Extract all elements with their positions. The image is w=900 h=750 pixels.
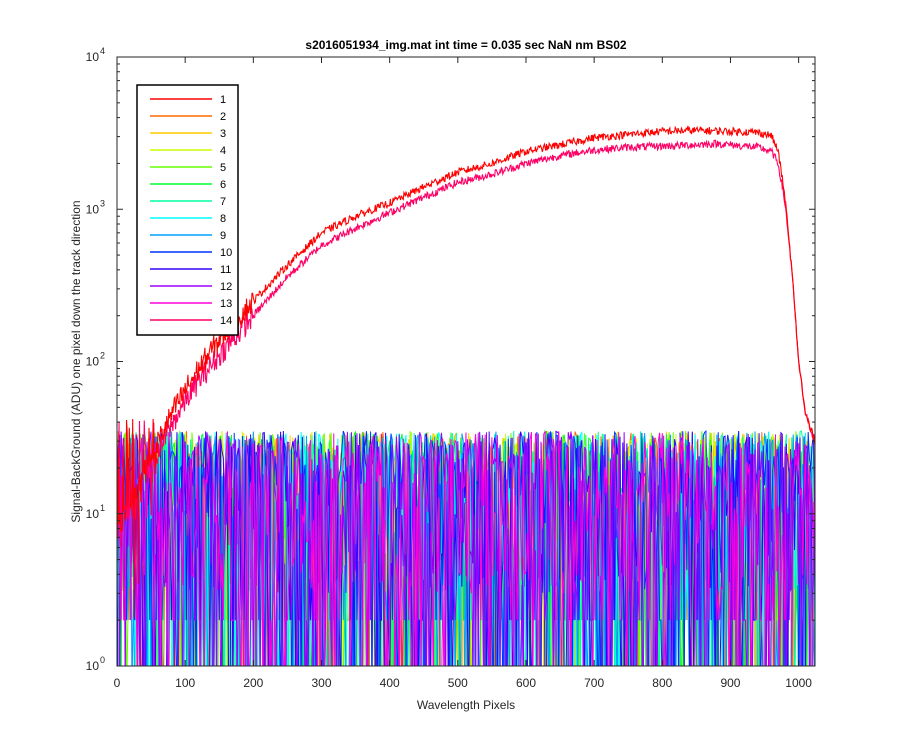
legend-box: [136, 84, 239, 336]
legend-label-8: 8: [220, 213, 226, 225]
y-tick-label: 10: [86, 202, 100, 216]
x-tick-label: 800: [652, 676, 672, 690]
y-tick-exponent: 1: [100, 503, 105, 513]
legend-label-9: 9: [220, 230, 226, 242]
legend-label-6: 6: [220, 179, 226, 191]
legend-label-11: 11: [220, 264, 231, 276]
legend-label-7: 7: [220, 196, 226, 208]
legend-label-12: 12: [220, 281, 232, 293]
x-tick-label: 600: [516, 676, 536, 690]
legend-label-14: 14: [220, 315, 232, 327]
x-tick-label: 0: [114, 676, 121, 690]
legend-label-13: 13: [220, 298, 232, 310]
chart-title: s2016051934_img.mat int time = 0.035 sec…: [305, 38, 627, 52]
x-tick-label: 400: [380, 676, 400, 690]
x-tick-label: 500: [448, 676, 468, 690]
y-tick-exponent: 3: [100, 198, 105, 208]
x-tick-label: 700: [584, 676, 604, 690]
y-tick-label: 10: [86, 659, 100, 673]
x-tick-label: 200: [243, 676, 263, 690]
legend-label-3: 3: [220, 128, 226, 140]
y-tick-label: 10: [86, 507, 100, 521]
legend-label-1: 1: [220, 94, 226, 106]
x-tick-label: 900: [720, 676, 740, 690]
y-tick-exponent: 2: [100, 351, 105, 361]
y-tick-label: 10: [86, 355, 100, 369]
y-tick-label: 10: [86, 50, 100, 64]
legend-label-4: 4: [220, 145, 226, 157]
y-tick-exponent: 0: [100, 655, 105, 665]
legend-label-2: 2: [220, 111, 226, 123]
y-tick-exponent: 4: [100, 46, 105, 56]
legend-label-10: 10: [220, 247, 232, 259]
series-13-line: [117, 431, 815, 666]
x-tick-label: 1000: [785, 676, 812, 690]
x-axis-label: Wavelength Pixels: [417, 698, 515, 712]
legend-label-5: 5: [220, 162, 226, 174]
series-layer: [117, 125, 815, 666]
y-axis-label: Signal-BackGround (ADU) one pixel down t…: [69, 200, 83, 522]
x-tick-label: 100: [175, 676, 195, 690]
series-14-line: [117, 139, 815, 547]
x-tick-label: 300: [311, 676, 331, 690]
